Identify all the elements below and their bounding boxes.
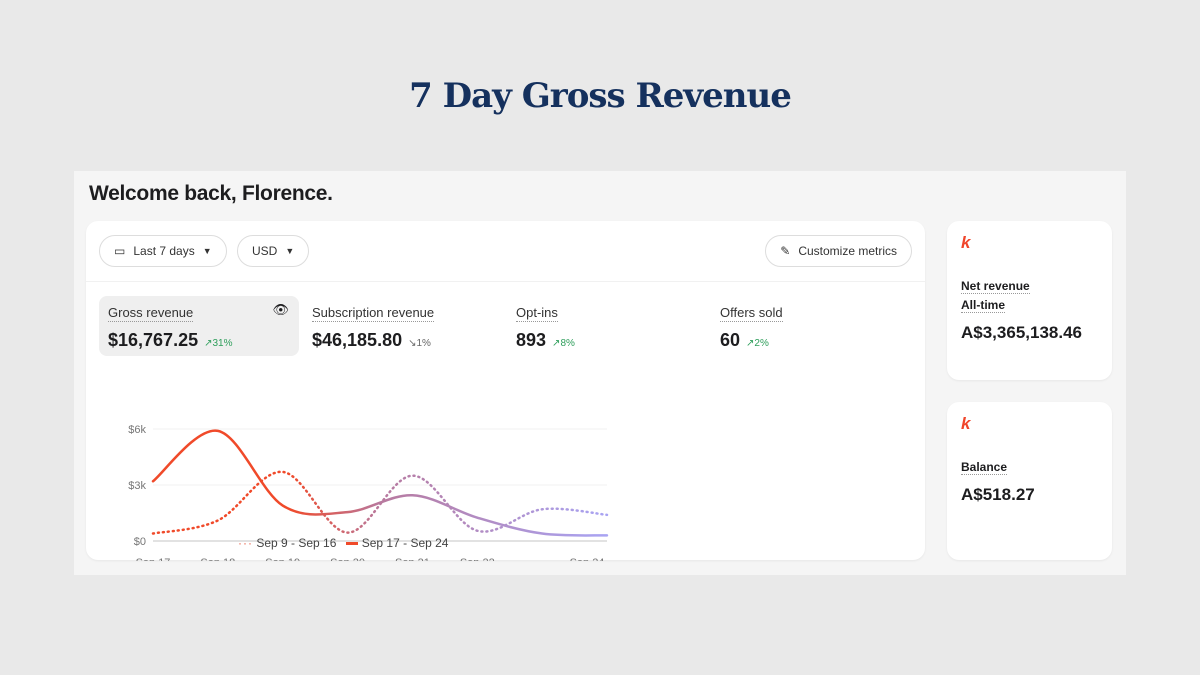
metric-value: $16,767.25 <box>108 330 199 350</box>
series-line-current <box>151 429 609 537</box>
y-tick-label: $6k <box>128 424 146 436</box>
metric-change: 2% <box>754 338 769 349</box>
metric-gross-revenue[interactable]: Gross revenue 👁 $16,767.25 ↗31% <box>99 296 299 356</box>
legend-label: Sep 17 - Sep 24 <box>361 536 449 550</box>
metric-change: 1% <box>416 338 431 349</box>
card-label: Balance <box>961 460 1008 475</box>
x-tick-label: Sep 21 <box>395 557 430 561</box>
customize-label: Customize metrics <box>798 244 897 258</box>
metric-offers-sold[interactable]: Offers sold 60 ↗2% <box>711 296 911 356</box>
x-tick-label: Sep 17 <box>136 557 171 561</box>
trend-up-icon: ↗2% <box>746 338 769 349</box>
trend-up-icon: ↗31% <box>204 338 233 349</box>
metric-value: $46,185.80 <box>312 330 403 350</box>
calendar-icon: ▭ <box>114 244 126 258</box>
metric-label: Offers sold <box>720 305 783 322</box>
metric-label: Gross revenue <box>108 305 194 322</box>
y-tick-label: $0 <box>134 536 146 548</box>
dashboard: Welcome back, Florence. ▭ Last 7 days ▼ … <box>74 171 1126 575</box>
chart-legend: ··· Sep 9 - Sep 16 Sep 17 - Sep 24 <box>238 536 448 550</box>
chevron-down-icon: ▼ <box>202 246 212 256</box>
currency-label: USD <box>252 244 278 258</box>
metric-label: Subscription revenue <box>312 305 435 322</box>
y-tick-label: $3k <box>128 480 146 492</box>
x-tick-label: Sep 24 <box>570 557 605 561</box>
eye-icon[interactable]: 👁 <box>272 302 289 317</box>
date-range-dropdown[interactable]: ▭ Last 7 days ▼ <box>99 235 227 267</box>
metric-subscription-revenue[interactable]: Subscription revenue $46,185.80 ↘1% <box>303 296 503 356</box>
revenue-chart: $0 $3k $6k Sep 17 Sep 18 Sep 19 Sep 20 Sep 21 Se… <box>128 424 609 561</box>
x-tick-label: Sep 20 <box>330 557 365 561</box>
balance-card[interactable]: k Balance A$518.27 <box>947 402 1112 560</box>
brand-logo: k <box>961 233 971 252</box>
x-tick-label: Sep 18 <box>200 557 235 561</box>
customize-metrics-button[interactable]: ✎ Customize metrics <box>765 235 912 267</box>
welcome-heading: Welcome back, Florence. <box>89 182 333 205</box>
date-range-label: Last 7 days <box>133 244 195 258</box>
net-revenue-card[interactable]: k Net revenue All-time A$3,365,138.46 <box>947 221 1112 380</box>
chevron-down-icon: ▼ <box>285 246 295 256</box>
brand-logo: k <box>961 414 971 433</box>
card-value: A$518.27 <box>961 485 1035 504</box>
divider <box>86 281 925 282</box>
metric-change: 31% <box>212 338 233 349</box>
metric-change: 8% <box>560 338 575 349</box>
legend-item-previous[interactable]: ··· Sep 9 - Sep 16 <box>238 536 337 550</box>
metric-value: 893 <box>516 330 547 350</box>
metric-label: Opt-ins <box>516 305 558 322</box>
page-title: 7 Day Gross Revenue <box>409 76 792 116</box>
metrics-card: ▭ Last 7 days ▼ USD ▼ ✎ Customize metric… <box>86 221 925 561</box>
currency-dropdown[interactable]: USD ▼ <box>237 235 310 267</box>
metric-opt-ins[interactable]: Opt-ins 893 ↗8% <box>507 296 707 356</box>
card-value: A$3,365,138.46 <box>961 323 1082 342</box>
card-sublabel[interactable]: All-time <box>961 298 1006 313</box>
legend-item-current[interactable]: Sep 17 - Sep 24 <box>346 536 448 550</box>
x-tick-label: Sep 22 <box>460 557 495 561</box>
metric-value: 60 <box>720 330 741 350</box>
trend-up-icon: ↗8% <box>552 338 575 349</box>
series-line-previous <box>151 470 609 535</box>
x-tick-label: Sep 19 <box>265 557 300 561</box>
legend-label: Sep 9 - Sep 16 <box>256 536 337 550</box>
card-label: Net revenue <box>961 279 1030 294</box>
edit-icon: ✎ <box>780 244 791 258</box>
trend-down-icon: ↘1% <box>408 338 431 349</box>
